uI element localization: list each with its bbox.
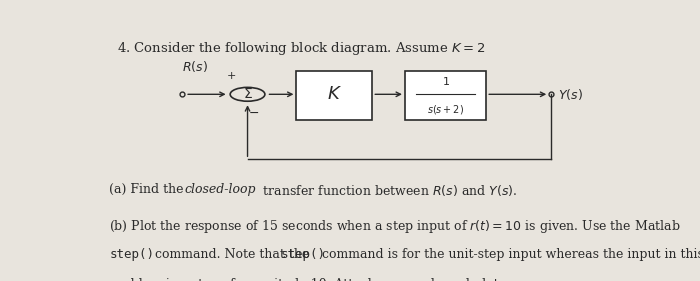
Text: $s(s+2)$: $s(s+2)$ <box>427 103 464 116</box>
FancyBboxPatch shape <box>405 71 486 120</box>
Text: step(): step() <box>281 248 326 261</box>
Text: 4. Consider the following block diagram. Assume $K = 2$: 4. Consider the following block diagram.… <box>118 40 486 57</box>
Text: $1$: $1$ <box>442 75 449 87</box>
Text: $\Sigma$: $\Sigma$ <box>243 87 253 101</box>
Text: problem is a step of magnitude 10. Attach your code and plot.: problem is a step of magnitude 10. Attac… <box>109 278 503 281</box>
Text: (b) Plot the response of 15 seconds when a step input of $r(t) = 10$ is given. U: (b) Plot the response of 15 seconds when… <box>109 217 680 235</box>
Text: step(): step() <box>109 248 154 261</box>
Text: (a) Find the: (a) Find the <box>109 183 188 196</box>
Text: $R(s)$: $R(s)$ <box>183 59 209 74</box>
Text: closed-loop: closed-loop <box>184 183 256 196</box>
FancyBboxPatch shape <box>296 71 372 120</box>
Text: command. Note that the: command. Note that the <box>151 248 313 261</box>
Text: $+$: $+$ <box>226 71 237 81</box>
Text: command is for the unit-step input whereas the input in this: command is for the unit-step input where… <box>318 248 700 261</box>
Text: transfer function between $R(s)$ and $Y(s)$.: transfer function between $R(s)$ and $Y(… <box>259 183 517 198</box>
Text: $Y(s)$: $Y(s)$ <box>558 87 582 102</box>
Text: $-$: $-$ <box>248 106 260 119</box>
Text: $K$: $K$ <box>327 85 342 103</box>
